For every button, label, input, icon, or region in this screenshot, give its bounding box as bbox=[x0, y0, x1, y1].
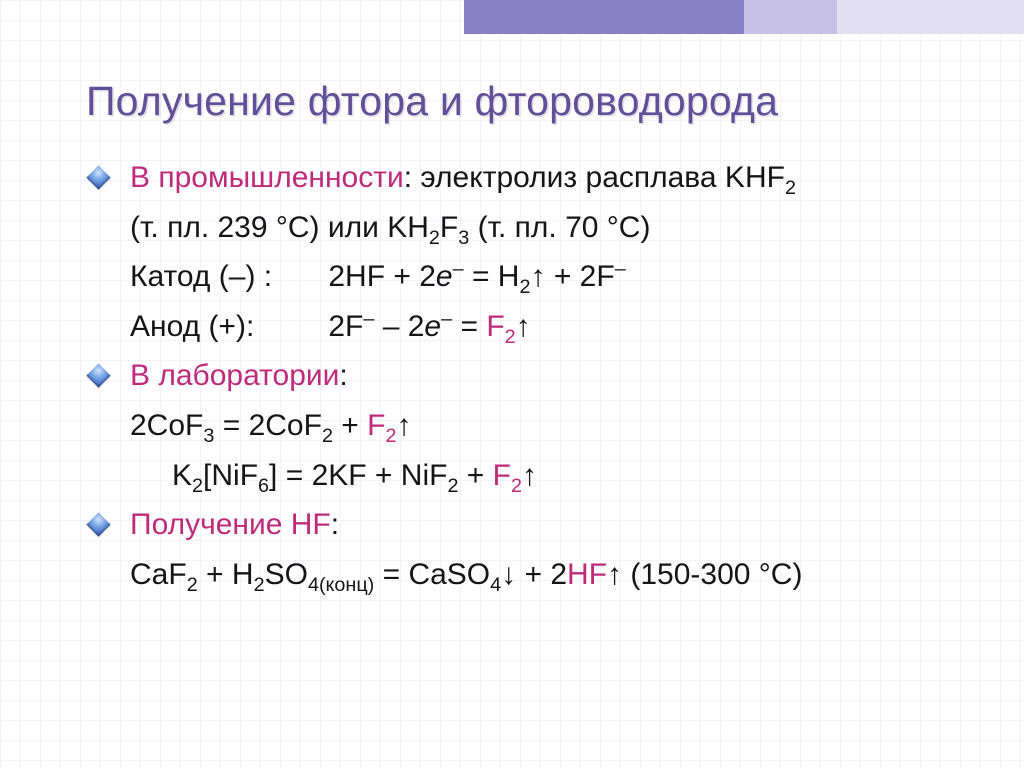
txt: ] = 2KF + NiF bbox=[269, 459, 447, 492]
sub: 2 bbox=[447, 475, 458, 497]
txt: = CaSO bbox=[374, 558, 490, 591]
F-accent: F bbox=[367, 409, 385, 442]
txt: + 2 bbox=[516, 558, 567, 591]
cathode-line: Катод (–) : 2HF + 2e– = H2↑ + 2F– bbox=[86, 254, 964, 300]
txt: = H bbox=[464, 260, 520, 293]
cathode-label: Катод (–) : bbox=[130, 254, 320, 300]
sub: 2 bbox=[192, 475, 203, 497]
txt: (т. пл. 239 °C) или KH bbox=[130, 211, 429, 244]
txt: SO bbox=[265, 558, 308, 591]
txt: (т. пл. 70 °C) bbox=[469, 211, 650, 244]
heading-lab: В лаборатории bbox=[130, 359, 339, 392]
txt: 2F bbox=[328, 310, 363, 343]
txt: = 2CoF bbox=[214, 409, 322, 442]
colon: : bbox=[339, 359, 347, 392]
industrial-intro-tail: : электролиз расплава KHF bbox=[404, 161, 785, 194]
sup: – bbox=[453, 258, 464, 280]
txt: – 2 bbox=[374, 310, 424, 343]
e-ital: e bbox=[424, 310, 441, 343]
section-lab: В лаборатории: bbox=[86, 353, 964, 399]
sub-accent: 2 bbox=[511, 475, 522, 497]
txt: (150-300 °C) bbox=[622, 558, 802, 591]
heading-hf: Получение HF bbox=[130, 508, 331, 541]
down-arrow-icon: ↓ bbox=[501, 558, 516, 591]
slide: Получение фтора и фтороводорода В промыш… bbox=[0, 0, 1024, 768]
txt: + 2F bbox=[545, 260, 614, 293]
sub: 2 bbox=[519, 276, 530, 298]
txt: 2CoF bbox=[130, 409, 203, 442]
industrial-line2: (т. пл. 239 °C) или KH2F3 (т. пл. 70 °C) bbox=[86, 205, 964, 251]
sub: 2 bbox=[429, 227, 440, 249]
sub: 2 bbox=[785, 177, 796, 199]
hf-eq: CaF2 + H2SO4(конц) = CaSO4↓ + 2HF↑ (150-… bbox=[86, 552, 964, 598]
txt: F bbox=[440, 211, 458, 244]
txt: = bbox=[452, 310, 486, 343]
sub-accent: 2 bbox=[385, 425, 396, 447]
heading-industrial: В промышленности bbox=[130, 161, 404, 194]
sub-accent: 2 bbox=[505, 326, 516, 348]
sup: – bbox=[615, 258, 626, 280]
section-hf: Получение HF: bbox=[86, 502, 964, 548]
colon: : bbox=[331, 508, 339, 541]
e-ital: e bbox=[436, 260, 453, 293]
sub: 2 bbox=[187, 574, 198, 596]
txt: 2HF + 2 bbox=[328, 260, 436, 293]
sup: – bbox=[441, 308, 452, 330]
up-arrow-icon: ↑ bbox=[516, 310, 531, 343]
HF-accent: HF bbox=[567, 558, 607, 591]
txt: CaF bbox=[130, 558, 187, 591]
lab-eq1: 2CoF3 = 2CoF2 + F2↑ bbox=[86, 403, 964, 449]
sub: 6 bbox=[258, 475, 269, 497]
lab-eq2: K2[NiF6] = 2KF + NiF2 + F2↑ bbox=[86, 453, 964, 499]
sub: 2 bbox=[254, 574, 265, 596]
slide-title: Получение фтора и фтороводорода bbox=[86, 78, 964, 125]
txt: + bbox=[458, 459, 492, 492]
up-arrow-icon: ↑ bbox=[397, 409, 412, 442]
sub: 3 bbox=[458, 227, 469, 249]
txt: K bbox=[172, 459, 192, 492]
F-accent: F bbox=[493, 459, 511, 492]
content-list: В промышленности: электролиз расплава KH… bbox=[86, 155, 964, 597]
sup: – bbox=[363, 308, 374, 330]
sub: 3 bbox=[203, 425, 214, 447]
section-industrial: В промышленности: электролиз расплава KH… bbox=[86, 155, 964, 201]
txt: + bbox=[333, 409, 367, 442]
sub: 4 bbox=[490, 574, 501, 596]
txt: + H bbox=[198, 558, 254, 591]
sub: 2 bbox=[322, 425, 333, 447]
anode-line: Анод (+): 2F– – 2e– = F2↑ bbox=[86, 304, 964, 350]
up-arrow-icon: ↑ bbox=[522, 459, 537, 492]
up-arrow-icon: ↑ bbox=[607, 558, 622, 591]
sub: 4(конц) bbox=[308, 574, 374, 596]
F-accent: F bbox=[486, 310, 504, 343]
anode-label: Анод (+): bbox=[130, 304, 320, 350]
txt: [NiF bbox=[203, 459, 258, 492]
up-arrow-icon: ↑ bbox=[530, 260, 545, 293]
